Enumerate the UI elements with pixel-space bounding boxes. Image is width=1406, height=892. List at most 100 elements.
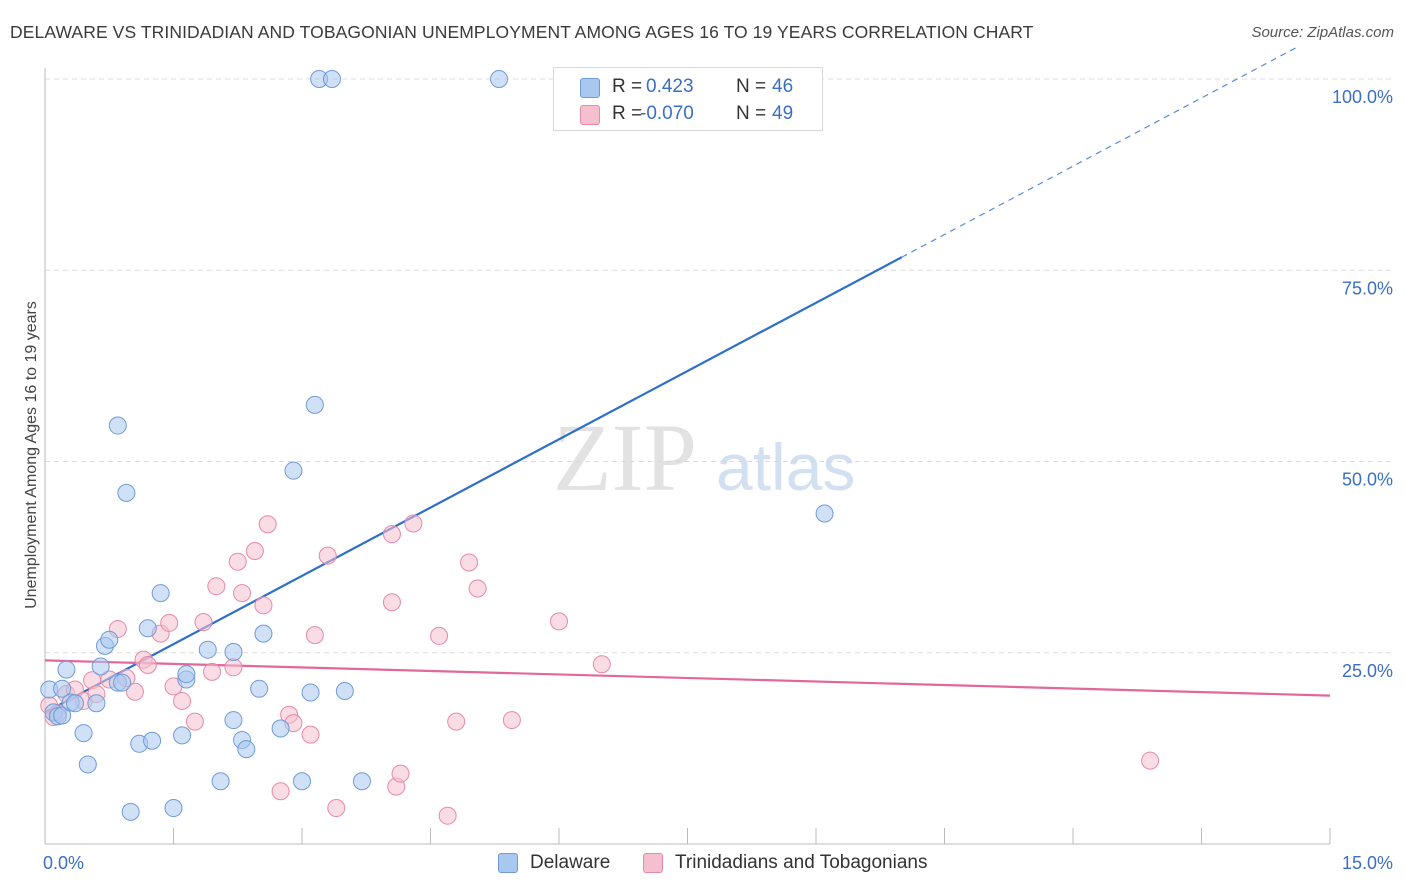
trinidad-point xyxy=(194,613,213,632)
trinidad-swatch xyxy=(580,105,600,125)
delaware-point xyxy=(224,711,243,730)
grid-lines xyxy=(45,78,1395,654)
trinidad-point xyxy=(207,577,226,596)
trinidad-points xyxy=(40,514,1160,825)
x-tick-label: 15.0% xyxy=(1342,853,1393,873)
delaware-points xyxy=(40,70,834,821)
trinidad-point xyxy=(185,712,204,731)
trinidad-point xyxy=(233,584,252,603)
delaware-point xyxy=(293,772,311,791)
source-label: Source: ZipAtlas.com xyxy=(1251,24,1394,41)
trinidad-trend-line xyxy=(44,659,1331,697)
delaware-point xyxy=(177,665,196,684)
trinidad-point xyxy=(258,515,277,534)
r-label: R = xyxy=(612,103,643,124)
delaware-point xyxy=(151,584,170,603)
n-value: 49 xyxy=(772,103,794,124)
delaware-point xyxy=(305,395,324,414)
delaware-point xyxy=(100,630,119,649)
n-label: N = xyxy=(736,103,767,124)
tick-labels: 25.0% 50.0% 75.0% 100.0% 0.0% 15.0% xyxy=(43,87,1393,873)
delaware-swatch xyxy=(498,853,518,873)
delaware-swatch xyxy=(580,78,600,98)
y-tick-label: 75.0% xyxy=(1342,278,1393,298)
r-value: 0.423 xyxy=(646,76,694,97)
chart-title: DELAWARE VS TRINIDADIAN AND TOBAGONIAN U… xyxy=(10,22,1034,42)
delaware-trend-line xyxy=(44,256,903,714)
trinidad-point xyxy=(318,546,337,565)
r-label: R = xyxy=(612,76,643,97)
trinidad-point xyxy=(592,655,611,674)
delaware-point xyxy=(173,726,192,745)
y-tick-label: 50.0% xyxy=(1342,470,1393,490)
delaware-point xyxy=(65,694,84,713)
trinidad-point xyxy=(245,542,264,561)
legend-label: Delaware xyxy=(530,852,611,873)
r-value: -0.070 xyxy=(640,103,694,124)
delaware-point xyxy=(121,802,140,821)
delaware-point xyxy=(138,619,157,638)
watermark-zip: ZIP xyxy=(553,404,697,511)
delaware-point xyxy=(237,740,256,759)
delaware-point xyxy=(490,70,509,88)
trinidad-point xyxy=(224,658,243,677)
delaware-point xyxy=(87,694,106,713)
delaware-point xyxy=(284,461,303,480)
watermark: ZIP atlas xyxy=(553,404,855,511)
delaware-point xyxy=(74,724,93,743)
delaware-point xyxy=(352,772,371,791)
trinidad-swatch xyxy=(643,853,663,873)
trinidad-point xyxy=(160,613,179,632)
y-tick-label: 25.0% xyxy=(1342,661,1393,681)
delaware-point xyxy=(91,657,110,676)
trinidad-point xyxy=(430,626,449,645)
trinidad-point xyxy=(254,596,273,615)
delaware-point xyxy=(211,772,230,791)
delaware-point xyxy=(301,683,320,702)
delaware-trend-extension xyxy=(901,47,1297,258)
trinidad-point xyxy=(382,525,401,544)
trinidad-point xyxy=(438,806,457,825)
delaware-point xyxy=(815,504,834,523)
trinidad-point xyxy=(305,626,324,645)
trinidad-point xyxy=(382,593,401,612)
delaware-point xyxy=(224,642,243,661)
n-value: 46 xyxy=(772,76,794,97)
delaware-point xyxy=(57,660,76,679)
trinidad-point xyxy=(404,514,423,533)
delaware-point xyxy=(250,679,269,698)
watermark-atlas: atlas xyxy=(716,430,855,504)
delaware-point xyxy=(78,755,97,774)
trinidad-point xyxy=(550,612,568,631)
trinidad-point xyxy=(502,711,521,730)
trinidad-point xyxy=(468,579,487,598)
trinidad-point xyxy=(391,764,410,783)
trinidad-point xyxy=(447,712,466,731)
delaware-point xyxy=(113,673,132,692)
delaware-point xyxy=(117,483,136,502)
trinidad-point xyxy=(138,655,157,674)
trinidad-point xyxy=(203,662,222,681)
delaware-point xyxy=(335,682,354,700)
correlation-legend: R = 0.423 N = 46 R = -0.070 N = 49 xyxy=(553,67,823,131)
y-tick-label: 100.0% xyxy=(1332,87,1393,107)
delaware-point xyxy=(254,624,273,643)
trinidad-point xyxy=(271,782,290,801)
delaware-point xyxy=(271,719,290,738)
trinidad-point xyxy=(228,552,247,571)
x-tick-label: 0.0% xyxy=(43,853,84,873)
trinidad-point xyxy=(1141,751,1160,770)
n-label: N = xyxy=(736,76,767,97)
delaware-point xyxy=(53,706,72,725)
delaware-point xyxy=(143,731,162,750)
trend-lines xyxy=(44,47,1331,714)
delaware-point xyxy=(322,70,341,88)
delaware-point xyxy=(164,799,183,818)
legend-label: Trinidadians and Tobagonians xyxy=(675,852,928,873)
delaware-point xyxy=(53,679,72,698)
trinidad-point xyxy=(125,682,144,701)
trinidad-point xyxy=(173,691,192,710)
trinidad-point xyxy=(301,725,320,744)
trinidad-point xyxy=(327,799,346,818)
